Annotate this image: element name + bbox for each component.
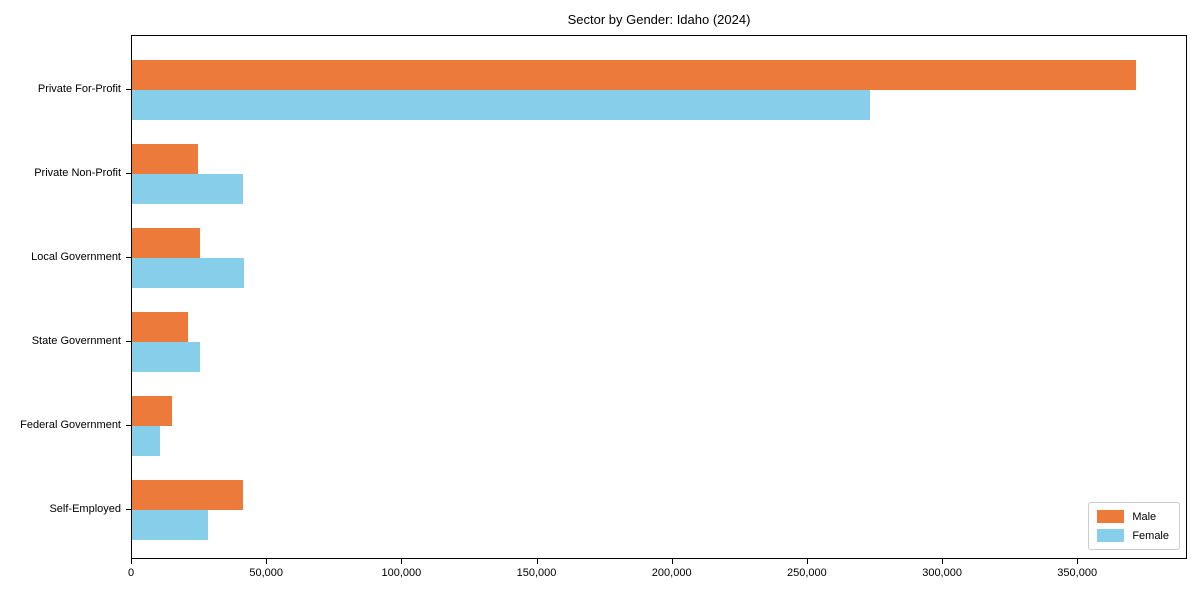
x-tick-label-350000: 350,000 <box>1057 567 1098 579</box>
y-tick-label-private-for-profit: Private For-Profit <box>37 83 121 95</box>
bar-self-employed-male <box>132 480 243 510</box>
y-tick-label-local-government: Local Government <box>31 251 121 263</box>
x-tick-label-0: 0 <box>127 567 135 579</box>
y-tick-state-government <box>126 341 131 342</box>
bar-local-government-female <box>132 258 245 288</box>
bar-private-for-profit-female <box>132 90 871 120</box>
legend-entry-male: Male <box>1097 510 1169 523</box>
bar-private-non-profit-male <box>132 144 199 174</box>
y-tick-label-state-government: State Government <box>31 335 121 347</box>
y-tick-private-non-profit <box>126 173 131 174</box>
legend-entry-female: Female <box>1097 529 1169 542</box>
x-tick-250000 <box>806 559 808 564</box>
y-tick-label-federal-government: Federal Government <box>20 419 121 431</box>
legend-label-male: Male <box>1132 510 1157 523</box>
bar-private-non-profit-female <box>132 174 243 204</box>
y-tick-self-employed <box>126 509 131 510</box>
x-tick-label-100000: 100,000 <box>381 567 422 579</box>
legend-label-female: Female <box>1132 529 1169 542</box>
bar-self-employed-female <box>132 510 209 540</box>
y-tick-label-private-non-profit: Private Non-Profit <box>34 167 121 179</box>
x-tick-label-150000: 150,000 <box>516 567 557 579</box>
x-tick-0 <box>131 559 132 564</box>
y-tick-federal-government <box>126 425 131 426</box>
x-tick-50000 <box>266 559 268 564</box>
x-tick-200000 <box>671 559 673 564</box>
plot-area: Male Female <box>131 35 1187 559</box>
bar-state-government-female <box>132 342 201 372</box>
bar-state-government-male <box>132 312 188 342</box>
x-tick-300000 <box>942 559 944 564</box>
x-tick-label-200000: 200,000 <box>651 567 692 579</box>
legend: Male Female <box>1088 502 1180 550</box>
x-tick-label-250000: 250,000 <box>787 567 827 579</box>
bar-federal-government-female <box>132 426 161 456</box>
y-tick-private-for-profit <box>126 89 131 90</box>
legend-swatch-female <box>1097 529 1125 542</box>
x-tick-350000 <box>1077 559 1079 564</box>
bar-private-for-profit-male <box>132 60 1137 90</box>
x-tick-100000 <box>401 559 403 564</box>
x-tick-150000 <box>536 559 538 564</box>
x-tick-label-50000: 50,000 <box>249 567 284 579</box>
y-tick-local-government <box>126 257 131 258</box>
chart-title: Sector by Gender: Idaho (2024) <box>567 12 751 27</box>
x-tick-label-300000: 300,000 <box>922 567 962 579</box>
bar-local-government-male <box>132 228 201 258</box>
y-tick-label-self-employed: Self-Employed <box>49 503 121 515</box>
bar-federal-government-male <box>132 396 172 426</box>
legend-swatch-male <box>1097 510 1125 523</box>
